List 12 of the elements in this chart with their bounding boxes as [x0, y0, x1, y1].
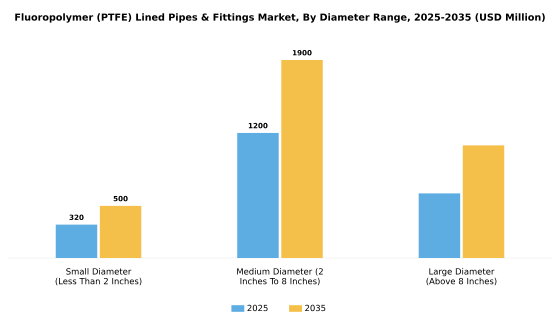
bar: [237, 132, 279, 258]
legend-label: 2035: [305, 304, 326, 312]
bar: [462, 145, 504, 258]
chart-title: Fluoropolymer (PTFE) Lined Pipes & Fittings Market, By Diameter Range, 2025-2035 (USD Million): [15, 13, 545, 23]
x-tick-label: Medium Diameter (2 Inches To 8 Inches): [237, 268, 323, 286]
x-tick-label: Small Diameter (Less Than 2 Inches): [56, 268, 142, 286]
bar: [56, 224, 98, 258]
legend-label: 2025: [248, 304, 268, 312]
x-tick-label: Large Diameter (Above 8 Inches): [426, 268, 496, 286]
bar: [100, 206, 142, 258]
bar: [281, 60, 323, 258]
bar: [418, 193, 460, 258]
